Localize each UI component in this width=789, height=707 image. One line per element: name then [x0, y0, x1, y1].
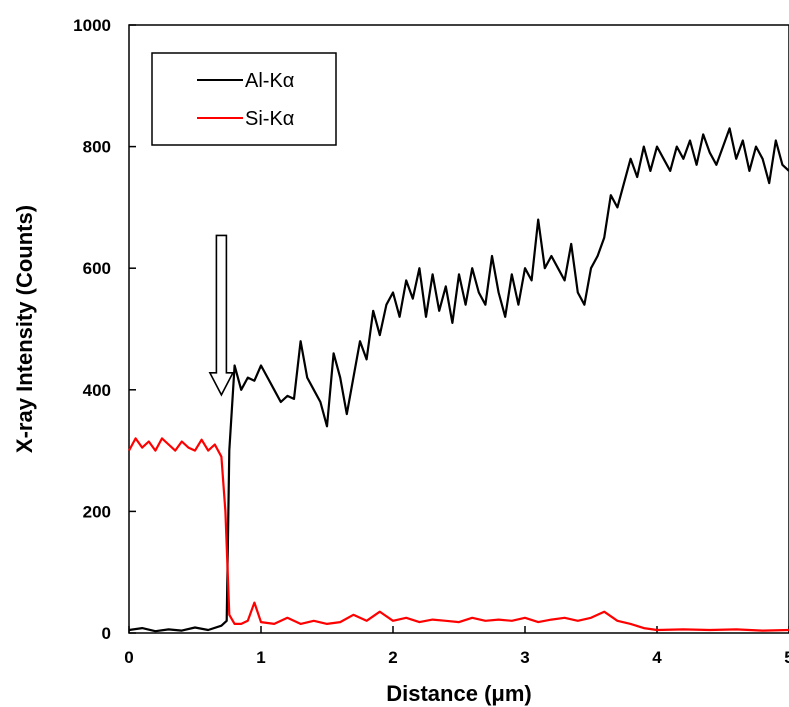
y-tick-label: 200 — [83, 502, 111, 521]
legend-label-al: Al-Kα — [245, 70, 294, 92]
x-tick-label: 2 — [388, 648, 397, 667]
y-axis-label: X-ray Intensity (Counts) — [12, 205, 37, 453]
x-tick-label: 1 — [256, 648, 265, 667]
series-lines — [128, 127, 789, 633]
plot-frame — [128, 24, 789, 634]
down-arrow-shape — [208, 234, 235, 397]
y-tick-label: 800 — [83, 138, 111, 157]
y-tick-label: 1000 — [73, 16, 111, 35]
legend-label-si: Si-Kα — [245, 108, 294, 130]
annotation-down-arrow — [208, 234, 235, 397]
x-tick-label: 5 — [784, 648, 789, 667]
series-line-si — [128, 437, 789, 632]
legend: Al-Kα Si-Kα — [151, 52, 337, 146]
y-tick-label: 400 — [83, 381, 111, 400]
legend-box — [151, 52, 337, 146]
ticks: 0 1 2 3 4 5 0 200 400 600 800 1000 — [73, 16, 789, 667]
x-axis-label: Distance (μm) — [386, 681, 532, 706]
y-tick-label: 0 — [102, 624, 111, 643]
x-tick-label: 4 — [652, 648, 662, 667]
x-tick-label: 3 — [520, 648, 529, 667]
x-tick-label: 0 — [124, 648, 133, 667]
series-line-al — [128, 127, 789, 633]
y-tick-label: 600 — [83, 259, 111, 278]
